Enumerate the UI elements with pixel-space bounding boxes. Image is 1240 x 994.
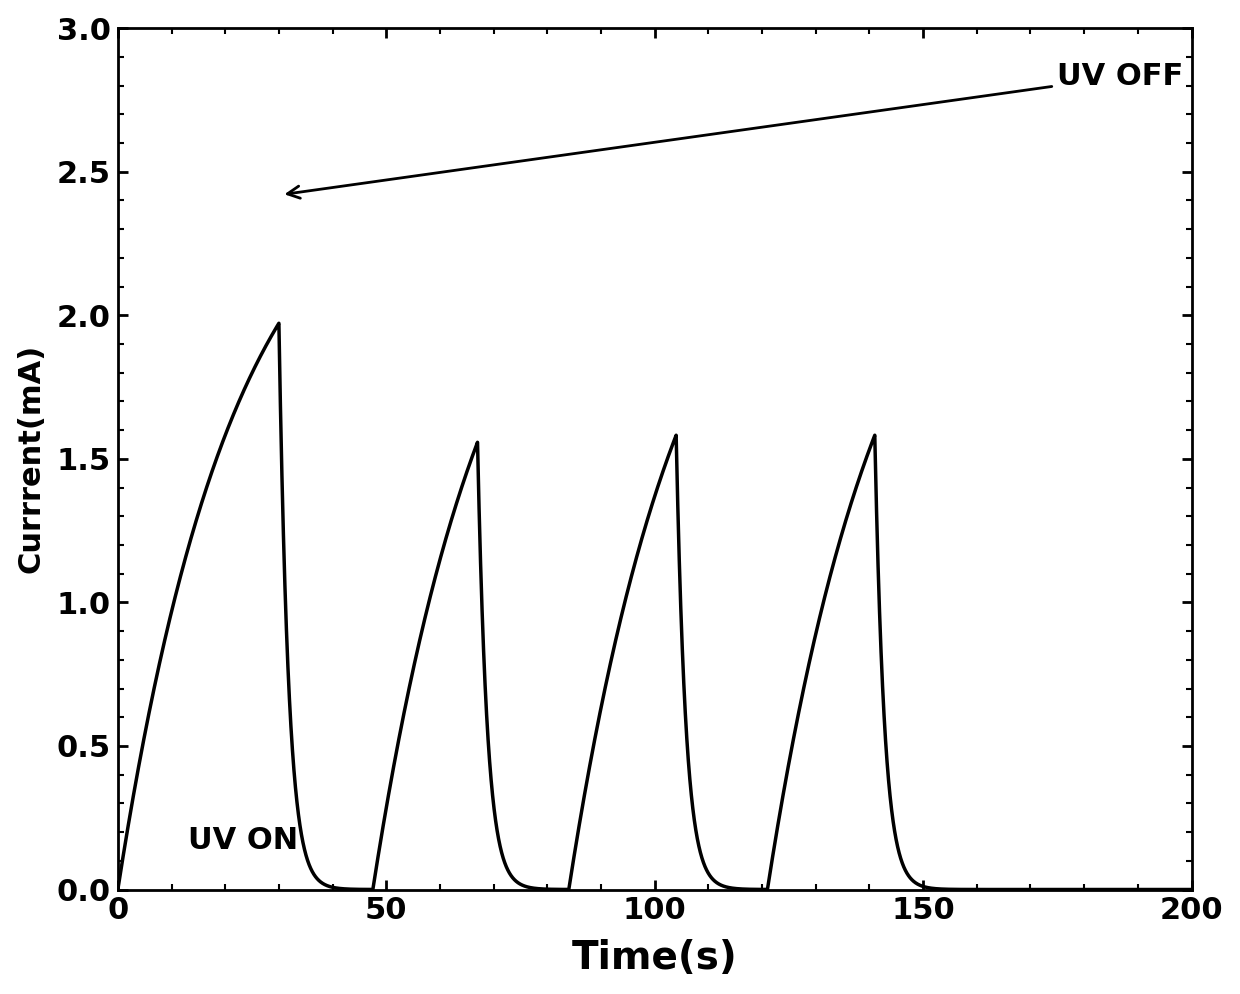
- X-axis label: Time(s): Time(s): [572, 939, 738, 977]
- Text: UV ON: UV ON: [187, 826, 298, 855]
- Text: UV OFF: UV OFF: [288, 63, 1183, 198]
- Y-axis label: Currrent(mA): Currrent(mA): [16, 344, 46, 574]
